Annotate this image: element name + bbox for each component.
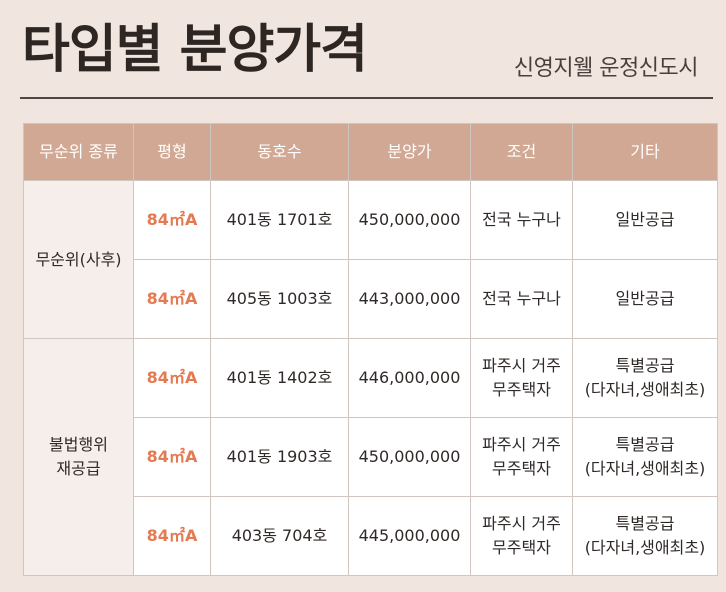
- column-header-etc: 기타: [572, 123, 718, 181]
- etc-line: 일반공급: [615, 289, 675, 308]
- unit-cell: 401동 1701호: [210, 180, 349, 260]
- etc-line: 특별공급: [615, 514, 675, 533]
- etc-line: 특별공급: [615, 356, 675, 375]
- table-row: 84㎡A 401동 1903호 450,000,000 파주시 거주 무주택자 …: [24, 417, 718, 497]
- price-cell: 450,000,000: [348, 180, 471, 260]
- condition-line: 무주택자: [492, 380, 551, 399]
- condition-cell: 전국 누구나: [470, 259, 573, 339]
- condition-line: 파주시 거주: [482, 356, 561, 375]
- group-label-cell: 불법행위 재공급: [23, 338, 134, 576]
- price-cell: 446,000,000: [348, 338, 471, 418]
- etc-line: 일반공급: [615, 210, 675, 229]
- condition-line: 파주시 거주: [482, 435, 561, 454]
- unit-cell: 403동 704호: [210, 496, 349, 576]
- unit-cell: 401동 1903호: [210, 417, 349, 497]
- column-header-unit: 동호수: [210, 123, 349, 181]
- table-row: 84㎡A 403동 704호 445,000,000 파주시 거주 무주택자 특…: [24, 496, 718, 576]
- page-subtitle: 신영지웰 운정신도시: [513, 56, 699, 81]
- table-row: 84㎡A 405동 1003호 443,000,000 전국 누구나 일반공급: [24, 259, 718, 339]
- condition-cell: 전국 누구나: [470, 180, 573, 260]
- etc-cell: 일반공급: [572, 180, 718, 260]
- etc-cell: 특별공급 (다자녀,생애최초): [572, 496, 718, 576]
- group-label-cell: 무순위(사후): [23, 180, 134, 339]
- table-row: 불법행위 재공급 84㎡A 401동 1402호 446,000,000 파주시…: [23, 338, 718, 576]
- etc-cell: 일반공급: [572, 259, 718, 339]
- size-cell: 84㎡A: [133, 417, 211, 497]
- table-row: 무순위(사후) 84㎡A 401동 1701호 450,000,000 전국 누…: [23, 180, 718, 339]
- column-header-type: 무순위 종류: [23, 123, 134, 181]
- price-cell: 443,000,000: [348, 259, 471, 339]
- group-label-line: 불법행위: [49, 435, 108, 454]
- condition-line: 전국 누구나: [482, 210, 561, 229]
- size-cell: 84㎡A: [133, 180, 211, 260]
- etc-line: (다자녀,생애최초): [584, 459, 706, 478]
- etc-cell: 특별공급 (다자녀,생애최초): [572, 417, 718, 497]
- condition-cell: 파주시 거주 무주택자: [470, 496, 573, 576]
- unit-cell: 405동 1003호: [210, 259, 349, 339]
- size-cell: 84㎡A: [133, 338, 211, 418]
- condition-line: 무주택자: [492, 459, 551, 478]
- title-divider: [20, 97, 713, 99]
- unit-cell: 401동 1402호: [210, 338, 349, 418]
- etc-line: 특별공급: [615, 435, 675, 454]
- condition-line: 파주시 거주: [482, 514, 561, 533]
- column-header-condition: 조건: [470, 123, 573, 181]
- group-label-line: 무순위(사후): [35, 249, 122, 269]
- column-header-price: 분양가: [348, 123, 471, 181]
- price-cell: 445,000,000: [348, 496, 471, 576]
- column-header-size: 평형: [133, 123, 211, 181]
- etc-line: (다자녀,생애최초): [584, 538, 706, 557]
- condition-cell: 파주시 거주 무주택자: [470, 338, 573, 418]
- condition-cell: 파주시 거주 무주택자: [470, 417, 573, 497]
- condition-line: 무주택자: [492, 538, 551, 557]
- size-cell: 84㎡A: [133, 259, 211, 339]
- table-header-row: 무순위 종류 평형 동호수 분양가 조건 기타: [23, 123, 718, 181]
- etc-cell: 특별공급 (다자녀,생애최초): [572, 338, 718, 418]
- price-table: 무순위 종류 평형 동호수 분양가 조건 기타 무순위(사후) 84㎡A 401…: [23, 123, 718, 576]
- page-title: 타입별 분양가격: [22, 20, 368, 80]
- size-cell: 84㎡A: [133, 496, 211, 576]
- etc-line: (다자녀,생애최초): [584, 380, 706, 399]
- price-cell: 450,000,000: [348, 417, 471, 497]
- condition-line: 전국 누구나: [482, 289, 561, 308]
- group-label-line: 재공급: [56, 459, 101, 478]
